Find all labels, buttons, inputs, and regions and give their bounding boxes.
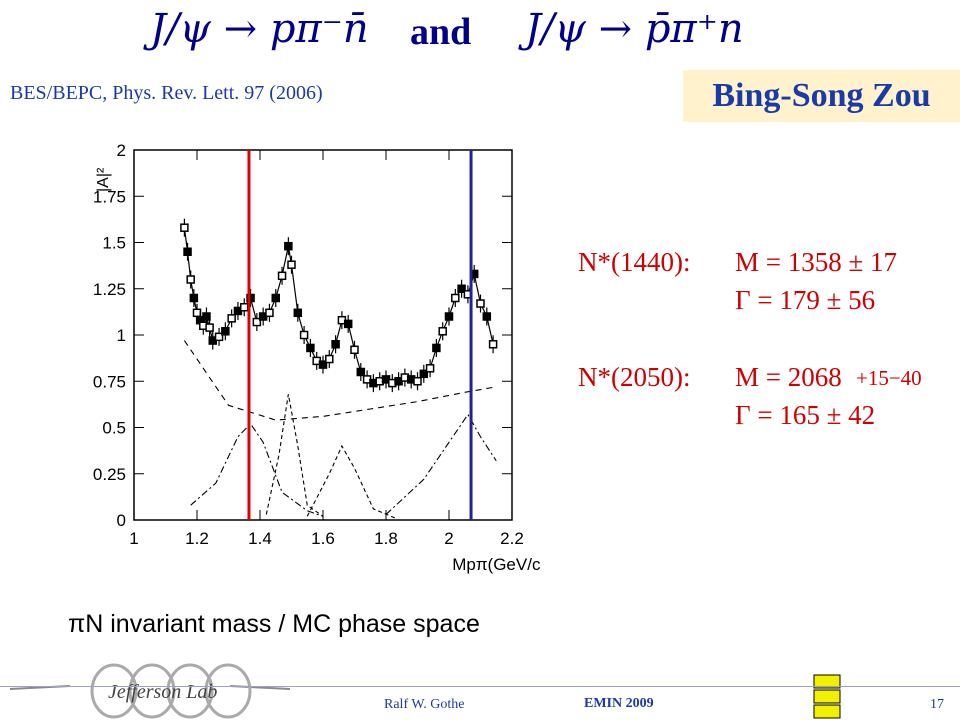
- footer-divider: [0, 686, 960, 687]
- data-point: [205, 323, 214, 332]
- n2050-mass-error: +15−40: [856, 366, 922, 390]
- x-tick-label: 1: [129, 529, 138, 548]
- data-point: [343, 319, 353, 329]
- data-point: [413, 377, 422, 386]
- data-point: [350, 345, 359, 355]
- conference-logo-icon: [813, 674, 841, 719]
- x-tick-label: 1.2: [185, 529, 209, 548]
- x-tick-label: 2: [444, 529, 453, 548]
- data-point: [325, 354, 334, 364]
- footer-conference: EMIN 2009: [584, 696, 654, 711]
- data-point: [186, 275, 195, 284]
- x-tick-label: 2.2: [500, 529, 524, 548]
- page-number: 17: [930, 697, 944, 712]
- data-point: [202, 312, 211, 321]
- data-point: [227, 314, 236, 323]
- y-axis-label: |A|²: [95, 167, 112, 192]
- data-point: [180, 223, 189, 232]
- data-point: [331, 340, 340, 349]
- data-point: [221, 327, 230, 336]
- curve-phase-space: [183, 340, 497, 421]
- y-tick-label: 1.5: [102, 234, 126, 253]
- data-point: [252, 317, 262, 327]
- data-point: [240, 303, 249, 312]
- y-tick-label: 1: [117, 326, 126, 345]
- data-point: [451, 293, 460, 303]
- data-point: [299, 330, 309, 340]
- y-tick-label: 0.25: [93, 465, 126, 484]
- data-point: [419, 369, 429, 379]
- n2050-width: Γ = 165 ± 42: [735, 400, 876, 430]
- title-connector: and: [410, 11, 472, 53]
- y-tick-label: 0: [117, 511, 126, 530]
- n1440-width: Γ = 179 ± 56: [735, 285, 876, 315]
- data-point: [271, 293, 280, 303]
- n2050-mass: M = 2068: [735, 362, 842, 392]
- data-point: [306, 343, 315, 353]
- reference-citation: BES/BEPC, Phys. Rev. Lett. 97 (2006): [10, 82, 323, 104]
- curve-component-2: [265, 394, 324, 517]
- slide-title: J/ψ → pπ⁻n̄ and J/ψ → p̄π⁺n: [0, 0, 960, 70]
- y-tick-label: 0.75: [93, 372, 126, 391]
- chart-caption: πN invariant mass / MC phase space: [68, 610, 480, 638]
- plot-frame: [133, 149, 513, 521]
- data-point: [438, 327, 447, 336]
- x-tick-label: 1.4: [248, 529, 272, 548]
- data-point: [318, 360, 328, 369]
- curve-component-3: [306, 444, 396, 519]
- data-point: [488, 340, 498, 349]
- data-point: [214, 332, 224, 342]
- mass-spectrum-chart: 1 1.2 1.4 1.6 1.8 2 2.2 0 0.25 0.5 0.75 1 1.25 1.5 1.7…: [93, 141, 540, 574]
- data-point: [293, 308, 303, 318]
- data-point: [189, 293, 199, 303]
- x-tick-label: 1.8: [374, 529, 398, 548]
- y-tick-label: 0.5: [102, 419, 126, 438]
- data-point: [192, 308, 202, 318]
- n1440-label: N*(1440):: [578, 247, 691, 277]
- title-left-equation: J/ψ → pπ⁻n̄: [150, 6, 369, 52]
- curve-component-1: [190, 422, 324, 517]
- x-tick-label: 1.6: [311, 529, 335, 548]
- data-point: [457, 284, 466, 293]
- data-point: [425, 364, 435, 373]
- n2050-label: N*(2050):: [578, 362, 691, 392]
- title-right-equation: J/ψ → p̄π⁺n: [525, 6, 744, 52]
- x-axis-label: Mpπ(GeV/c²): [452, 555, 540, 574]
- data-point: [284, 241, 293, 251]
- data-point: [246, 293, 255, 303]
- curve-component-4: [385, 413, 497, 515]
- data-point: [476, 299, 485, 308]
- author-badge-name: Bing-Song Zou: [712, 77, 931, 114]
- y-tick-label: 1.25: [93, 280, 126, 299]
- data-point: [356, 367, 366, 377]
- data-point: [183, 247, 192, 256]
- data-point: [444, 312, 454, 321]
- data-point: [287, 260, 296, 269]
- data-point: [277, 271, 287, 281]
- footer-author: Ralf W. Gothe: [384, 697, 465, 712]
- data-point: [432, 343, 441, 353]
- y-tick-label: 1.75: [93, 187, 126, 206]
- fit-curve: [183, 227, 494, 384]
- jefferson-lab-logo: Jefferson Lab: [9, 663, 291, 719]
- data-point: [265, 308, 274, 318]
- author-badge: Bing-Song Zou: [683, 70, 960, 122]
- n1440-mass: M = 1358 ± 17: [735, 247, 898, 277]
- y-tick-label: 2: [117, 141, 126, 160]
- jefferson-lab-logo-text: Jefferson Lab: [108, 681, 217, 703]
- data-point: [482, 312, 492, 321]
